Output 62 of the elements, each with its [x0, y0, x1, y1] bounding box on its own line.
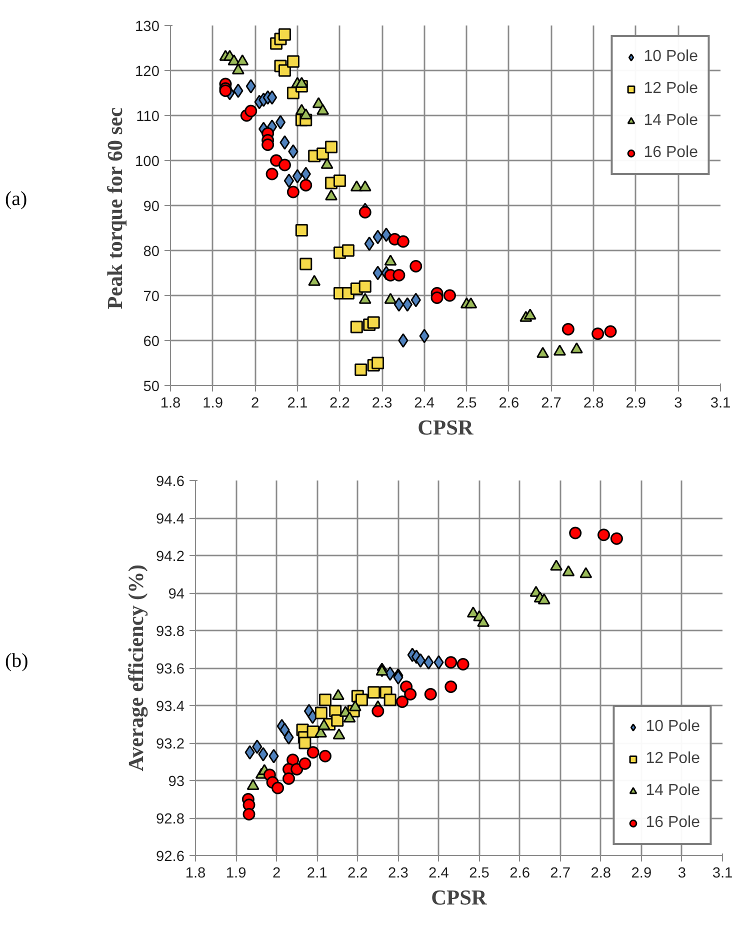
- x-tick-label: 2.5: [469, 866, 490, 882]
- y-tick-label: 93.8: [156, 624, 185, 640]
- x-tick-label: 2.7: [541, 396, 562, 412]
- legend-label: 16 Pole: [644, 144, 698, 162]
- x-tick-label: 2.4: [428, 866, 449, 882]
- x-tick-label: 1.8: [185, 866, 206, 882]
- x-tick-label: 1.8: [160, 396, 181, 412]
- y-tick-label: 130: [135, 19, 160, 35]
- x-tick-label: 2.7: [550, 866, 571, 882]
- x-tick-label: 2.2: [330, 396, 350, 412]
- y-tick-label: 92.6: [156, 849, 185, 865]
- y-tick-label: 94.6: [156, 474, 185, 490]
- x-tick-label: 3.1: [710, 396, 731, 412]
- y-tick-label: 70: [143, 289, 160, 305]
- x-tick-label: 3.1: [712, 866, 733, 882]
- x-tick-label: 2.6: [510, 866, 530, 882]
- legend-label: 16 Pole: [646, 814, 700, 832]
- y-tick-label: 92.8: [156, 812, 185, 828]
- y-tick-label: 60: [143, 334, 160, 350]
- y-tick-label: 94: [168, 586, 185, 602]
- x-tick-label: 2.1: [287, 396, 308, 412]
- y-tick-label: 93.4: [156, 699, 185, 715]
- x-tick-label: 2.6: [498, 396, 520, 412]
- legend-label: 12 Pole: [644, 80, 698, 98]
- x-tick-label: 2: [272, 866, 281, 882]
- x-tick-label: 2.9: [626, 396, 646, 412]
- x-tick-label: 2.8: [590, 866, 612, 882]
- legend-label: 14 Pole: [646, 782, 700, 800]
- y-tick-label: 120: [135, 64, 160, 80]
- y-tick-label: 93: [168, 774, 185, 790]
- legend-label: 10 Pole: [646, 718, 700, 736]
- legend-label: 14 Pole: [644, 112, 698, 130]
- y-tick-label: 94.2: [156, 549, 185, 565]
- x-tick-label: 2.2: [347, 866, 368, 882]
- y-tick-label: 93.2: [156, 736, 185, 752]
- y-tick-label: 94.4: [156, 512, 185, 528]
- y-axis-title: Peak torque for 60 sec: [103, 107, 128, 310]
- x-tick-label: 2.8: [583, 396, 604, 412]
- y-tick-label: 93.6: [156, 662, 185, 678]
- y-tick-label: 110: [136, 109, 160, 125]
- x-axis-title: CPSR: [418, 416, 474, 440]
- x-tick-label: 3: [678, 866, 686, 882]
- y-tick-label: 90: [143, 199, 160, 215]
- y-tick-label: 100: [135, 154, 160, 170]
- x-tick-label: 2.9: [631, 866, 652, 882]
- y-tick-label: 80: [143, 244, 160, 260]
- x-tick-label: 2.5: [456, 396, 477, 412]
- x-tick-label: 3: [674, 396, 682, 412]
- legend-label: 12 Pole: [646, 750, 700, 768]
- y-axis-title: Average efficiency (%): [124, 564, 148, 772]
- text: (b): [5, 649, 28, 674]
- x-tick-label: 2.3: [388, 866, 408, 882]
- x-axis-title: CPSR: [431, 886, 488, 910]
- text: (a): [5, 187, 28, 212]
- x-tick-label: 2.1: [306, 866, 328, 882]
- x-tick-label: 1.9: [226, 866, 246, 882]
- y-tick-label: 50: [143, 379, 160, 395]
- legend-label: 10 Pole: [644, 48, 698, 66]
- x-tick-label: 2.3: [372, 396, 392, 412]
- x-tick-label: 2: [251, 396, 260, 412]
- x-tick-label: 2.4: [414, 396, 435, 412]
- x-tick-label: 1.9: [202, 396, 223, 412]
